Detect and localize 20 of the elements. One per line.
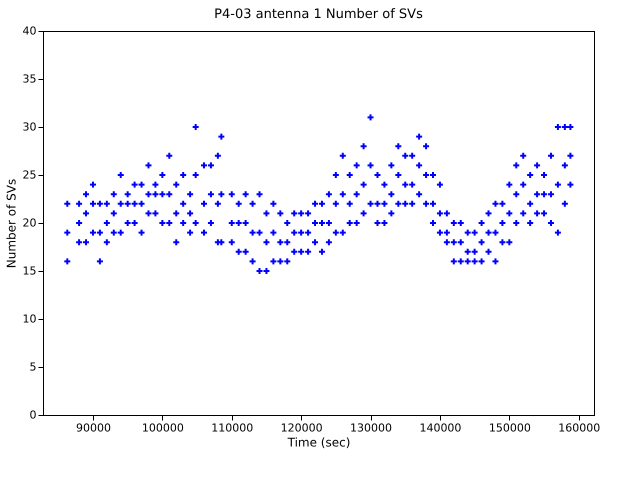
x-tick-label: 130000 xyxy=(350,422,392,434)
x-tick-label: 120000 xyxy=(280,422,323,434)
y-tick-label: 15 xyxy=(22,264,36,278)
y-axis-title: Number of SVs xyxy=(4,178,19,268)
x-axis-title: Time (sec) xyxy=(286,436,350,450)
x-tick-label: 150000 xyxy=(488,422,531,434)
x-tick-label: 140000 xyxy=(419,422,462,434)
x-tick-label: 160000 xyxy=(558,422,600,434)
y-tick-label: 40 xyxy=(22,24,36,38)
y-tick-label: 10 xyxy=(22,312,36,326)
x-tick-label: 100000 xyxy=(142,422,184,434)
y-tick-label: 30 xyxy=(22,120,36,134)
chart-title: P4-03 antenna 1 Number of SVs xyxy=(214,7,424,22)
y-tick-label: 35 xyxy=(22,72,36,86)
y-tick-label: 20 xyxy=(22,216,36,230)
y-tick-label: 0 xyxy=(30,408,36,422)
x-tick-label: 110000 xyxy=(211,422,254,434)
y-tick-label: 5 xyxy=(30,360,36,374)
x-tick-label: 90000 xyxy=(76,422,111,434)
y-tick-label: 25 xyxy=(22,168,36,182)
